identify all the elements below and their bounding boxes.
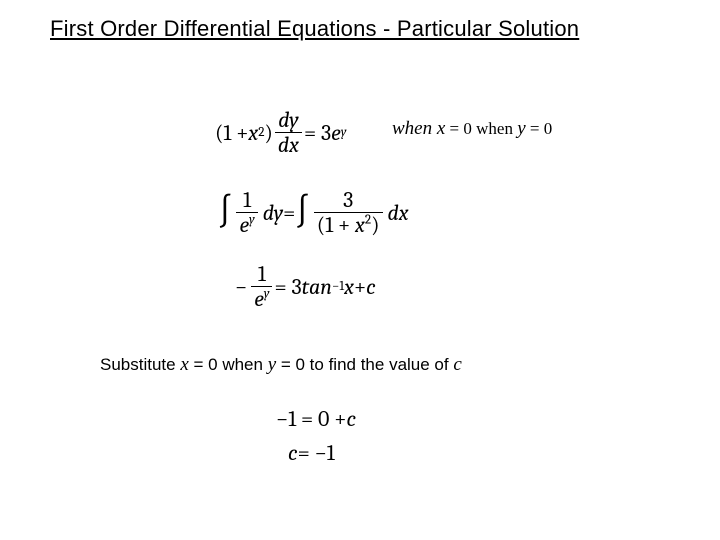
int-icon: ∫ (218, 191, 232, 231)
page-title: First Order Differential Equations - Par… (50, 16, 579, 42)
eq2-x: x (355, 212, 365, 238)
eq1-dx: dx (278, 132, 299, 158)
eq2-three: 3 (314, 188, 383, 213)
equation-c-value: c = −1 (288, 440, 335, 466)
cond-y: y (517, 118, 525, 139)
eq4-text: −1 = 0 + (276, 406, 346, 432)
eq2-y: y (249, 213, 255, 228)
eq3-one: 1 (251, 262, 272, 287)
equation-separated: ∫ 1 ey dy = ∫ 3 (1 + x2) dx (218, 188, 409, 237)
eq2-dy: dy (263, 200, 283, 226)
cond-eq0a: = 0 (445, 119, 476, 138)
eq1-close: ) (264, 120, 272, 146)
eq5-c: c (288, 440, 298, 466)
slide: First Order Differential Equations - Par… (0, 0, 720, 540)
eq3-y: y (264, 287, 270, 302)
eq2-close: ) (371, 212, 379, 238)
eq2-dx: dx (388, 200, 409, 226)
eq3-x: x (344, 274, 354, 300)
eq2-lfrac: 1 ey (236, 188, 257, 237)
sub-mid2: = 0 to find the value of (276, 355, 453, 374)
sub-x: x (180, 354, 188, 375)
eq3-e: e (254, 286, 264, 312)
eq1-dy: dy (278, 107, 298, 133)
eq3-minus: − (235, 274, 247, 300)
initial-condition: when x = 0 when y = 0 (392, 118, 552, 140)
sub-c: c (453, 354, 461, 375)
equation-ode: (1 + x2) dy dx = 3ey (215, 108, 346, 157)
sub-pre: Substitute (100, 355, 180, 374)
eq3-tan: tan (302, 274, 332, 300)
eq1-x: x (248, 120, 258, 146)
eq2-eq: = (283, 200, 295, 226)
eq1-e: e (331, 120, 341, 146)
eq2-rfrac: 3 (1 + x2) (314, 188, 383, 237)
equation-integrated: − 1 ey = 3tan−1x + c (235, 262, 376, 311)
eq3-inv: −1 (332, 279, 344, 294)
equation-sub: −1 = 0 + c (276, 406, 356, 432)
substitute-instruction: Substitute x = 0 when y = 0 to find the … (100, 354, 462, 376)
eq1-y: y (341, 125, 347, 140)
eq2-e: e (239, 212, 249, 238)
sub-y: y (268, 354, 276, 375)
sub-mid1: = 0 when (189, 355, 268, 374)
int-icon: ∫ (295, 191, 309, 231)
eq4-c: c (346, 406, 356, 432)
eq1-open: (1 + (215, 120, 248, 146)
cond-when-x: when x (392, 118, 445, 139)
eq3-rhs-a: = 3 (274, 274, 301, 300)
eq2-open: (1 + (317, 212, 355, 238)
eq3-rhs-b: + (354, 274, 366, 300)
eq2-one: 1 (236, 188, 257, 213)
eq3-frac: 1 ey (251, 262, 272, 311)
eq5-text: = −1 (298, 440, 335, 466)
cond-eq0b: = 0 (526, 119, 553, 138)
eq3-c: c (366, 274, 376, 300)
eq1-eq: = 3 (304, 120, 331, 146)
eq1-frac: dy dx (275, 108, 302, 157)
cond-when2: when (476, 119, 517, 138)
